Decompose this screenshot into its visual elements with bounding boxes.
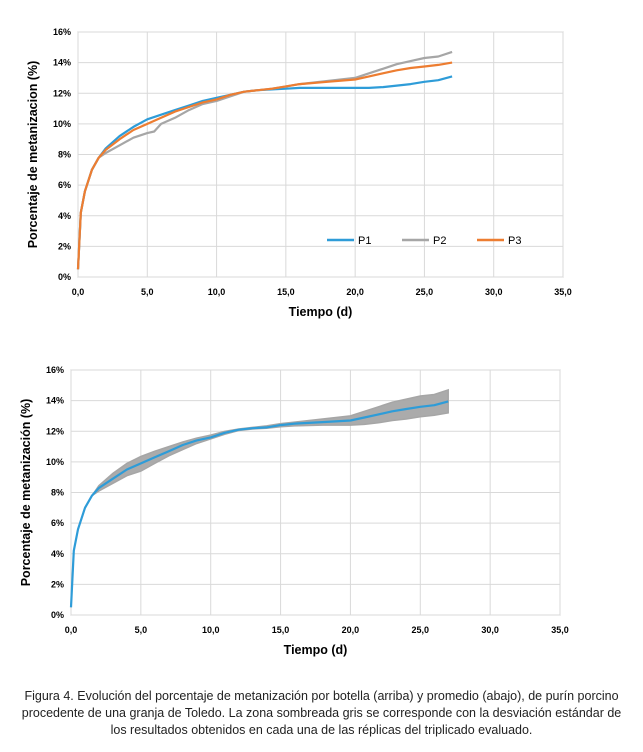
series-line-p2 xyxy=(76,50,453,270)
figure-caption: Figura 4. Evolución del porcentaje de me… xyxy=(21,689,622,737)
x-axis-title: Tiempo (d) xyxy=(284,643,348,657)
y-tick-label: 12% xyxy=(46,426,64,436)
std-band-area xyxy=(70,388,449,608)
y-tick-label: 14% xyxy=(53,58,71,68)
legend-label-p3: P3 xyxy=(508,235,521,247)
y-tick-label: 8% xyxy=(51,488,64,498)
y-tick-label: 16% xyxy=(53,27,71,37)
x-tick-label: 20,0 xyxy=(342,625,360,635)
y-axis-title: Porcentaje de metanización (%) xyxy=(19,399,33,587)
series-line-p3 xyxy=(76,61,453,270)
x-tick-label: 10,0 xyxy=(208,287,226,297)
y-tick-label: 4% xyxy=(58,211,71,221)
y-tick-label: 6% xyxy=(58,180,71,190)
y-tick-label: 8% xyxy=(58,150,71,160)
y-tick-label: 6% xyxy=(51,518,64,528)
x-tick-label: 20,0 xyxy=(346,287,364,297)
x-tick-label: 35,0 xyxy=(551,625,569,635)
x-tick-label: 35,0 xyxy=(554,287,572,297)
x-tick-label: 0,0 xyxy=(65,625,78,635)
y-tick-label: 2% xyxy=(51,579,64,589)
chart-bottom-svg: 0,0 5,0 10,0 15,0 20,0 25,0 30,0 35,0 0% 2% 4% 6% 8%… xyxy=(19,365,569,657)
x-tick-label: 5,0 xyxy=(141,287,154,297)
y-tick-label: 2% xyxy=(58,241,71,251)
x-tick-label: 15,0 xyxy=(277,287,295,297)
legend-label-p2: P2 xyxy=(433,235,446,247)
x-axis-title: Tiempo (d) xyxy=(289,305,353,319)
x-tick-label: 30,0 xyxy=(485,287,503,297)
legend-label-p1: P1 xyxy=(358,235,371,247)
y-axis-title: Porcentaje de metanizacion (%) xyxy=(26,61,40,249)
x-tick-label: 0,0 xyxy=(72,287,85,297)
y-tick-label: 0% xyxy=(58,272,71,282)
x-tick-label: 10,0 xyxy=(202,625,220,635)
chart-bottom: 0,0 5,0 10,0 15,0 20,0 25,0 30,0 35,0 0% 2% 4% 6% 8%… xyxy=(0,345,643,675)
x-tick-label: 15,0 xyxy=(272,625,290,635)
y-tick-label: 14% xyxy=(46,396,64,406)
x-tick-label: 30,0 xyxy=(481,625,499,635)
y-tick-label: 16% xyxy=(46,365,64,375)
chart-top-svg: 0,0 5,0 10,0 15,0 20,0 25,0 30,0 35,0 0% 2% 4% 6% 8%… xyxy=(26,27,572,319)
y-tick-label: 4% xyxy=(51,549,64,559)
x-tick-label: 5,0 xyxy=(135,625,148,635)
mean-line xyxy=(69,400,449,608)
x-tick-label: 25,0 xyxy=(412,625,430,635)
y-tick-label: 10% xyxy=(53,119,71,129)
y-tick-label: 0% xyxy=(51,610,64,620)
x-tick-label: 25,0 xyxy=(416,287,434,297)
chart-top: 0,0 5,0 10,0 15,0 20,0 25,0 30,0 35,0 0% 2% 4% 6% 8%… xyxy=(0,0,643,345)
y-tick-label: 10% xyxy=(46,457,64,467)
y-tick-label: 12% xyxy=(53,88,71,98)
